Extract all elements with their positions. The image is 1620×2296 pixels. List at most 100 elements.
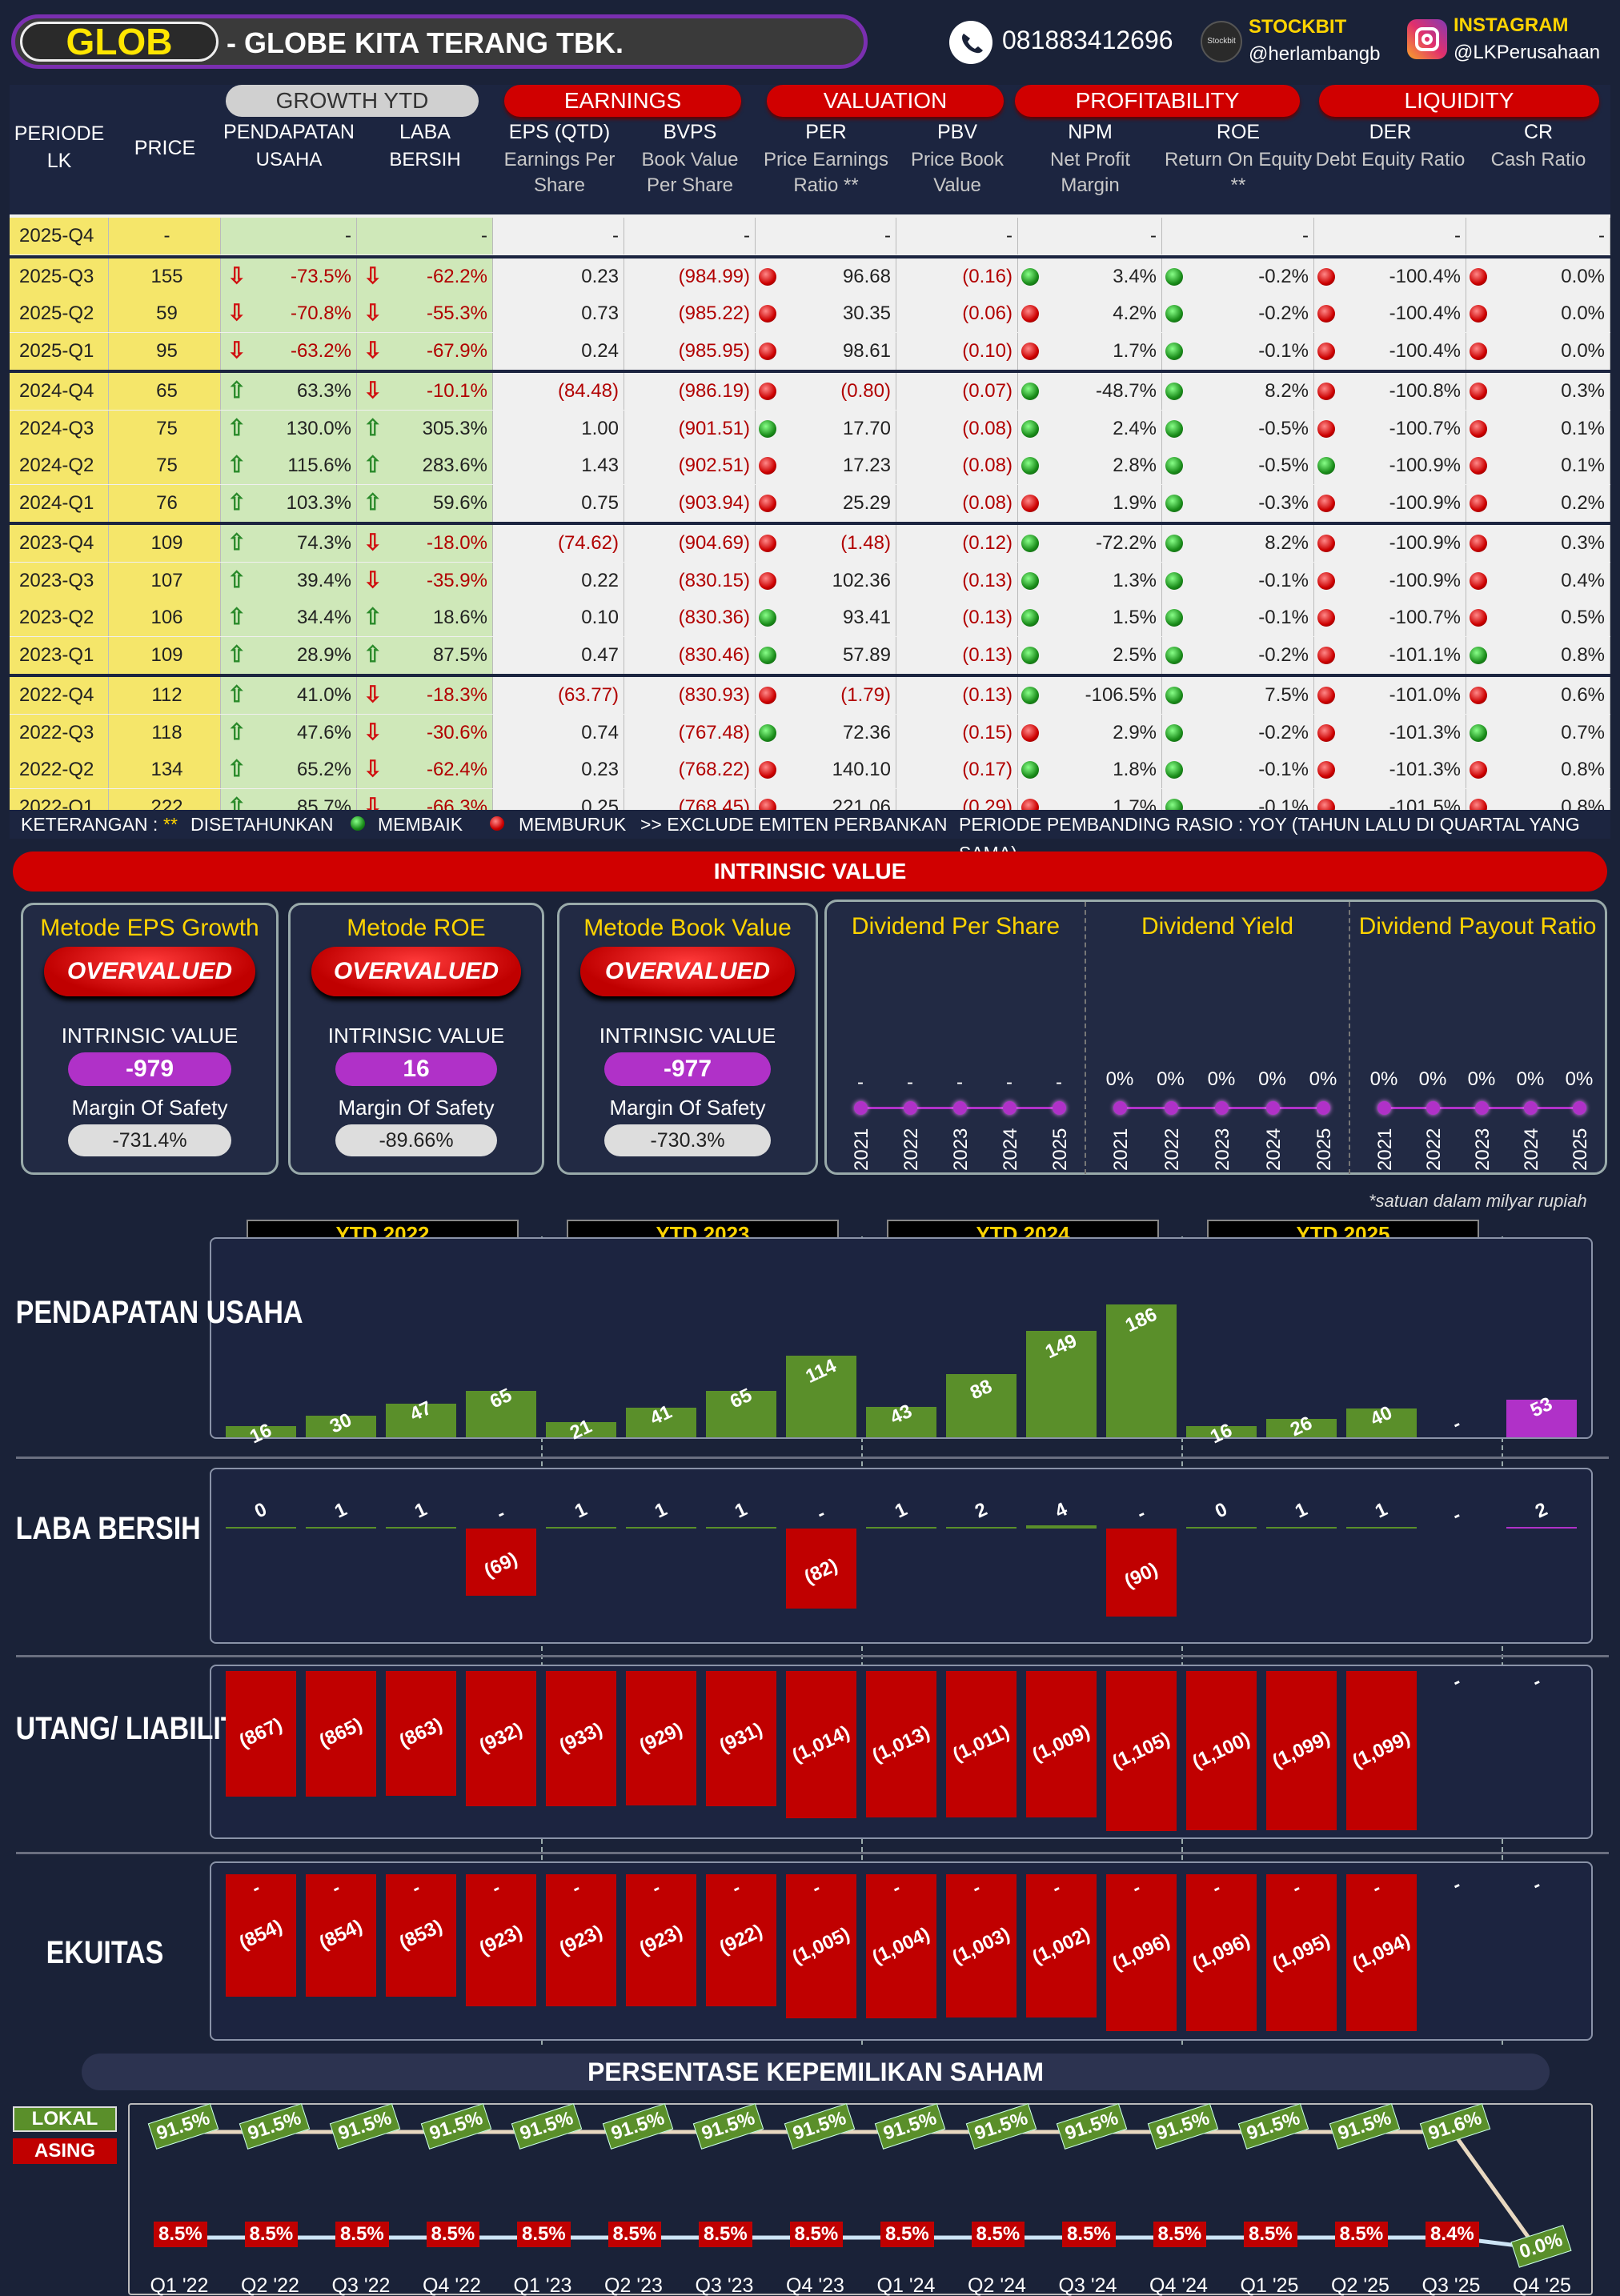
cell-np: - (357, 218, 493, 254)
table-row[interactable]: 2024-Q4 65 63.3% -10.1% ⇧ ⇩ (84.48) (986.19) (0.… (10, 373, 1610, 410)
quarter-label: Q4 '25 (1513, 2274, 1571, 2296)
col-subtitle: Price Earnings Ratio ** (763, 149, 889, 196)
profit-bar (1506, 1527, 1577, 1529)
status-green-dot (1165, 305, 1183, 323)
arrow-up-icon: ⇧ (227, 415, 247, 440)
cell-p: 2023-Q4 (10, 525, 109, 562)
cell-pbv: (0.10) (896, 332, 1018, 370)
table-row[interactable]: 2025-Q2 59 -70.8% -55.3% ⇩ ⇩ 0.73 (985.22) 30.35… (10, 295, 1610, 332)
table-row[interactable]: 2025-Q3 155 -73.5% -62.2% ⇩ ⇩ 0.23 (984.99) 96.6… (10, 258, 1610, 295)
revenue-bar (1266, 1418, 1337, 1437)
status-green-dot (1470, 723, 1487, 742)
year-label: 2023 (950, 1128, 972, 1171)
table-row[interactable]: 2024-Q3 75 130.0% 305.3% ⇧ ⇧ 1.00 (901.51) 17.70… (10, 410, 1610, 447)
cell-pbv: (0.13) (896, 636, 1018, 674)
row-separator (10, 674, 1610, 677)
dividend-value: - (956, 1072, 963, 1093)
group-valuation: VALUATION (767, 85, 1004, 117)
equity-bar (706, 1874, 776, 2006)
liability-bar (466, 1671, 536, 1806)
table-row[interactable]: 2022-Q3 118 47.6% -30.6% ⇧ ⇩ 0.74 (767.48) 72.36… (10, 714, 1610, 751)
col-header: DER Debt Equity Ratio (1314, 117, 1466, 173)
cell-per: (0.80) (756, 373, 896, 410)
dividend-value: 0% (1309, 1068, 1337, 1090)
cell-roe: -0.5% (1162, 447, 1314, 484)
mos-value: -730.3% (604, 1124, 771, 1156)
legend-memburuk: MEMBURUK (519, 814, 627, 835)
table-row[interactable]: 2024-Q1 76 103.3% 59.6% ⇧ ⇧ 0.75 (903.94) 25.29(… (10, 484, 1610, 522)
cell-roe: 7.5% (1162, 677, 1314, 714)
col-title: DER (1369, 121, 1412, 143)
cell-pbv: (0.12) (896, 525, 1018, 562)
year-label: 2021 (851, 1128, 872, 1171)
arrow-down-icon: ⇩ (363, 756, 383, 781)
cell-rev: 47.6% (221, 714, 357, 751)
cell-der: -100.9% (1314, 562, 1466, 599)
dividend-value: - (1006, 1072, 1012, 1093)
cell-roe: - (1162, 218, 1314, 254)
col-subtitle: BERSIH (389, 149, 461, 170)
table-row[interactable]: 2024-Q2 75 115.6% 283.6% ⇧ ⇧ 1.43 (902.51) 17.23… (10, 447, 1610, 484)
table-row[interactable]: 2023-Q2 106 34.4% 18.6% ⇧ ⇧ 0.10 (830.36) 93.41(… (10, 599, 1610, 636)
table-row[interactable]: 2023-Q1 109 28.9% 87.5% ⇧ ⇧ 0.47 (830.46) 57.89(… (10, 636, 1610, 674)
cell-bvps: (830.36) (624, 599, 756, 636)
dividend-point (1475, 1101, 1489, 1115)
equity-bar (546, 1874, 616, 2007)
legend-exclude: >> EXCLUDE EMITEN PERBANKAN (640, 814, 948, 835)
cell-pbv: (0.08) (896, 447, 1018, 484)
stockbit-handle[interactable]: @herlambangb (1249, 43, 1381, 65)
unit-note: *satuan dalam milyar rupiah (1369, 1191, 1587, 1211)
cell-npm: 2.4% (1018, 410, 1162, 447)
cell-roe: 8.2% (1162, 525, 1314, 562)
col-header: BVPS Book Value Per Share (624, 117, 756, 198)
table-row[interactable]: 2023-Q3 107 39.4% -35.9% ⇧ ⇩ 0.22 (830.15) 102.3… (10, 562, 1610, 599)
dividend-panel: Dividend Per Share - 2021 - 2022 - 2023 - 2024 - 2… (824, 900, 1607, 1175)
cell-np: -62.2% (357, 258, 493, 295)
status-red-dot (1021, 305, 1039, 323)
col-header: NPM Net Profit Margin (1018, 117, 1162, 198)
dividend-point (854, 1101, 868, 1115)
company-name: - GLOBE KITA TERANG TBK. (227, 26, 624, 59)
legend-green-dot (351, 816, 365, 831)
equity-bar (1266, 1874, 1337, 2031)
cell-npm: 2.9% (1018, 714, 1162, 751)
cell-npm: -106.5% (1018, 677, 1162, 714)
cell-rev: 103.3% (221, 484, 357, 522)
legend-star: ** (163, 814, 178, 835)
table-row[interactable]: 2025-Q1 95 -63.2% -67.9% ⇩ ⇩ 0.24 (985.95) 98.61… (10, 332, 1610, 370)
arrow-down-icon: ⇩ (227, 300, 247, 325)
cell-price: 134 (109, 751, 221, 788)
dividend-value: 0% (1157, 1068, 1185, 1090)
equity-bar (866, 1874, 936, 2018)
table-row[interactable]: 2025-Q4- - - - - - - - - - - (10, 218, 1610, 254)
cell-cr: 0.0% (1466, 295, 1610, 332)
cell-per: 17.70 (756, 410, 896, 447)
table-row[interactable]: 2022-Q4 112 41.0% -18.3% ⇧ ⇩ (63.77) (830.93) (1… (10, 677, 1610, 714)
status-green-dot (1021, 571, 1039, 590)
status-green-dot (1165, 494, 1183, 512)
table-row[interactable]: 2022-Q2 134 65.2% -62.4% ⇧ ⇩ 0.23 (768.22) 140.1… (10, 751, 1610, 788)
profit-bar (946, 1527, 1017, 1529)
legend-ket: KETERANGAN : (21, 814, 158, 835)
revenue-bar (786, 1356, 856, 1437)
table-row[interactable]: 2023-Q4 109 74.3% -18.0% ⇧ ⇩ (74.62) (904.69) (1… (10, 525, 1610, 562)
instagram-handle[interactable]: @LKPerusahaan (1454, 42, 1601, 63)
status-green-dot (1165, 723, 1183, 742)
profit-bar (626, 1527, 696, 1529)
cell-cr: 0.3% (1466, 373, 1610, 410)
cell-np: 305.3% (357, 410, 493, 447)
cell-roe: -0.1% (1162, 562, 1314, 599)
cell-price: 118 (109, 714, 221, 751)
col-title: PER (805, 121, 847, 143)
dividend-point (1573, 1101, 1586, 1115)
cell-der: -100.9% (1314, 525, 1466, 562)
cell-np: 59.6% (357, 484, 493, 522)
section-divider (16, 1852, 1609, 1854)
cell-cr: 0.5% (1466, 599, 1610, 636)
arrow-up-icon: ⇧ (363, 641, 383, 667)
status-red-dot (1317, 494, 1335, 512)
status-red-dot (1470, 383, 1487, 400)
status-green-dot (759, 419, 776, 438)
asing-value: 8.5% (608, 2222, 662, 2247)
asing-value: 8.5% (1334, 2222, 1389, 2247)
